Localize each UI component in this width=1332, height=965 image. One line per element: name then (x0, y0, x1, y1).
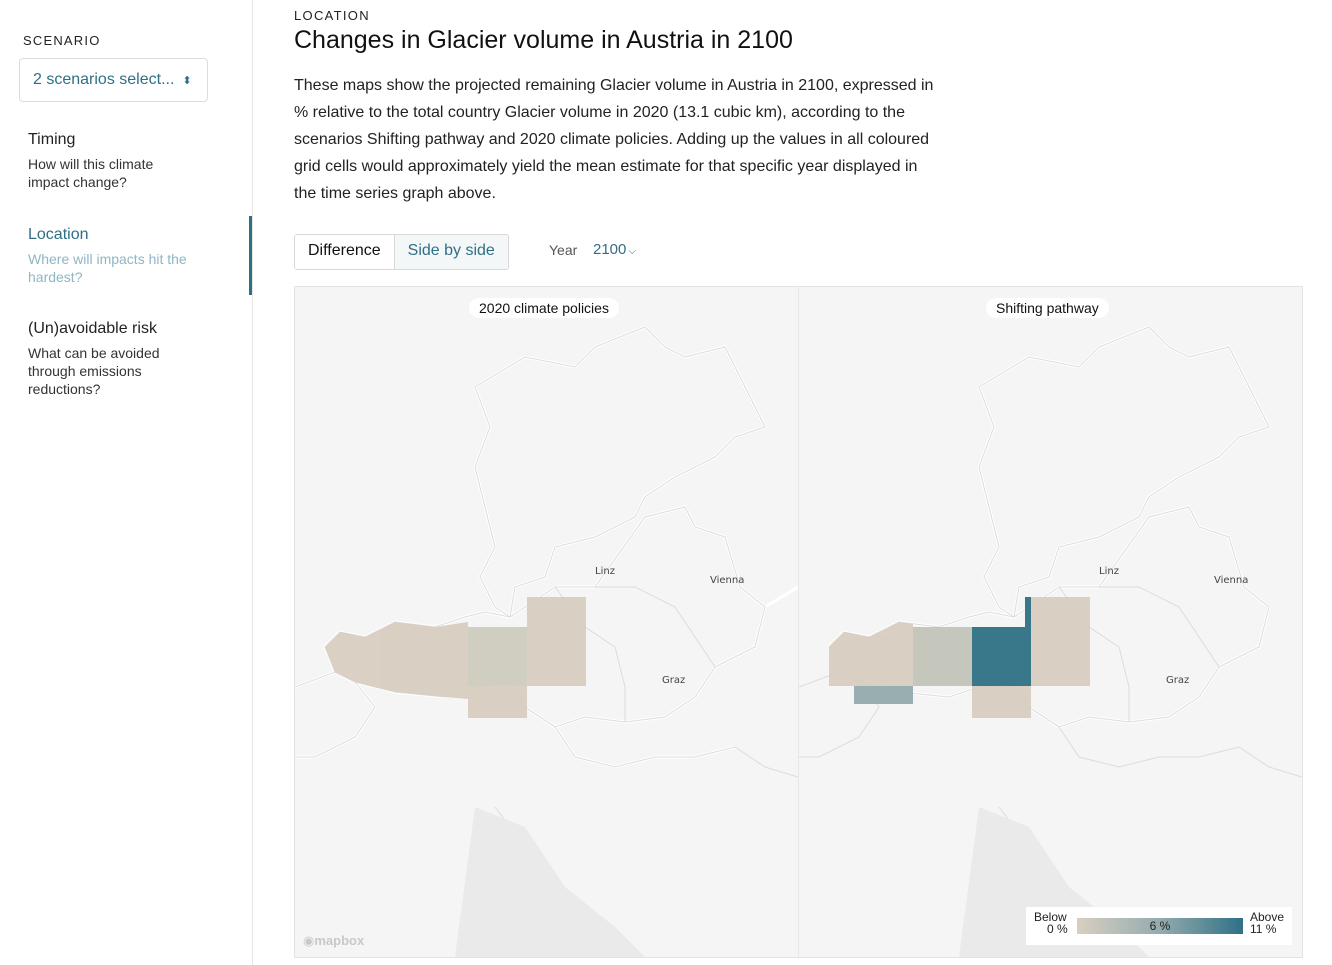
chevron-updown-icon: ⬍ (182, 74, 192, 87)
city-label-graz: Graz (1166, 675, 1189, 686)
view-toggle: Difference Side by side (294, 234, 509, 270)
sidebar-item-title: Location (28, 226, 89, 243)
sidebar-item-desc: How will this climate impact change? (28, 156, 154, 190)
maps-container: Linz Vienna Graz 2020 climate policies ◉… (294, 286, 1303, 958)
map-right-canvas: Linz Vienna Graz (799, 325, 1302, 957)
legend-above: Above 11 % (1250, 911, 1284, 935)
legend-gradient: 6 % (1077, 918, 1243, 934)
sidebar-item-title: Timing (28, 131, 76, 148)
scenario-select-value: 2 scenarios select... (33, 71, 175, 88)
city-label-graz: Graz (662, 675, 685, 686)
year-label: Year (549, 242, 578, 258)
sidebar-item-location[interactable]: Location Where will impacts hit the hard… (28, 226, 228, 286)
page-title: Changes in Glacier volume in Austria in … (294, 26, 793, 54)
sidebar-item-desc: Where will impacts hit the hardest? (28, 251, 187, 285)
map-left-title: 2020 climate policies (469, 298, 619, 318)
city-label-vienna: Vienna (1214, 575, 1248, 586)
page-description: These maps show the projected remaining … (294, 77, 934, 202)
chevron-down-icon: ⌵ (628, 246, 636, 257)
mapbox-logo[interactable]: ◉mapbox (303, 933, 364, 949)
city-label-linz: Linz (1099, 566, 1119, 577)
sidebar-item-timing[interactable]: Timing How will this climate impact chan… (28, 131, 228, 191)
sidebar-item-title: (Un)avoidable risk (28, 320, 157, 337)
city-label-vienna: Vienna (710, 575, 744, 586)
toggle-difference[interactable]: Difference (295, 235, 395, 269)
mapbox-icon: ◉ (303, 933, 315, 948)
mapbox-attribution: mapbox (314, 933, 365, 948)
legend-above-value: 11 % (1249, 922, 1277, 936)
map-right-title: Shifting pathway (986, 298, 1109, 318)
legend-mid-value: 6 % (1149, 919, 1171, 933)
toggle-side-by-side[interactable]: Side by side (394, 235, 508, 269)
legend-below: Below 0 % (1034, 911, 1068, 935)
legend-above-label: Above (1249, 910, 1284, 924)
color-legend: Below 0 % 6 % Above 11 % (1026, 907, 1292, 945)
map-divider[interactable] (798, 287, 799, 957)
legend-below-label: Below (1034, 910, 1067, 924)
legend-below-value: 0 % (1047, 922, 1068, 936)
sidebar: SCENARIO 2 scenarios select... ⬍ Timing … (0, 0, 253, 965)
map-left-canvas: Linz Vienna Graz (295, 325, 798, 957)
year-select[interactable]: 2100 ⌵ (593, 241, 636, 258)
active-indicator (249, 216, 252, 295)
city-label-linz: Linz (595, 566, 615, 577)
sidebar-item-desc: What can be avoided through emissions re… (28, 345, 160, 397)
map-left[interactable]: Linz Vienna Graz 2020 climate policies ◉… (295, 287, 798, 957)
section-eyebrow: LOCATION (294, 8, 370, 23)
map-right[interactable]: Linz Vienna Graz Shifting pathway Below … (799, 287, 1302, 957)
scenario-select[interactable]: 2 scenarios select... ⬍ (19, 58, 208, 102)
sidebar-item-unavoidable-risk[interactable]: (Un)avoidable risk What can be avoided t… (28, 320, 228, 398)
year-select-value: 2100 (593, 241, 627, 258)
scenario-label: SCENARIO (23, 33, 101, 48)
